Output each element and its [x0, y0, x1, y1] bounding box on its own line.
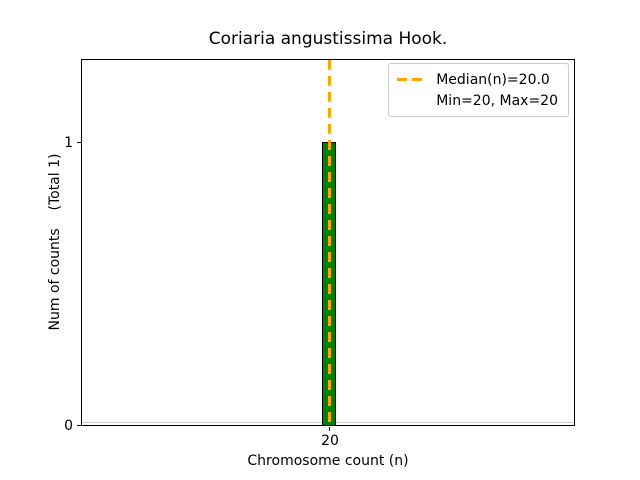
chart-title: Coriaria angustissima Hook.	[208, 29, 448, 49]
legend-item-minmax: Min=20, Max=20	[397, 90, 558, 111]
legend-item-median: Median(n)=20.0	[397, 69, 558, 90]
y-tick-label-0: 0	[64, 418, 73, 434]
y-tick-mark-1	[77, 142, 81, 144]
median-line	[327, 60, 331, 425]
legend: Median(n)=20.0 Min=20, Max=20	[388, 63, 569, 117]
x-axis-title: Chromosome count (n)	[247, 453, 409, 469]
legend-label-minmax: Min=20, Max=20	[436, 92, 558, 109]
x-tick-mark-20	[329, 427, 331, 431]
legend-label-median: Median(n)=20.0	[436, 71, 550, 88]
orange-dashed-line-icon	[397, 78, 425, 81]
y-tick-label-1: 1	[64, 135, 73, 151]
y-axis-title: Num of counts (Total 1)	[47, 153, 63, 331]
x-tick-label-20: 20	[321, 433, 339, 449]
plot-area: Median(n)=20.0 Min=20, Max=20	[81, 59, 575, 426]
y-tick-mark-0	[77, 425, 81, 427]
legend-swatch-empty	[397, 99, 424, 102]
